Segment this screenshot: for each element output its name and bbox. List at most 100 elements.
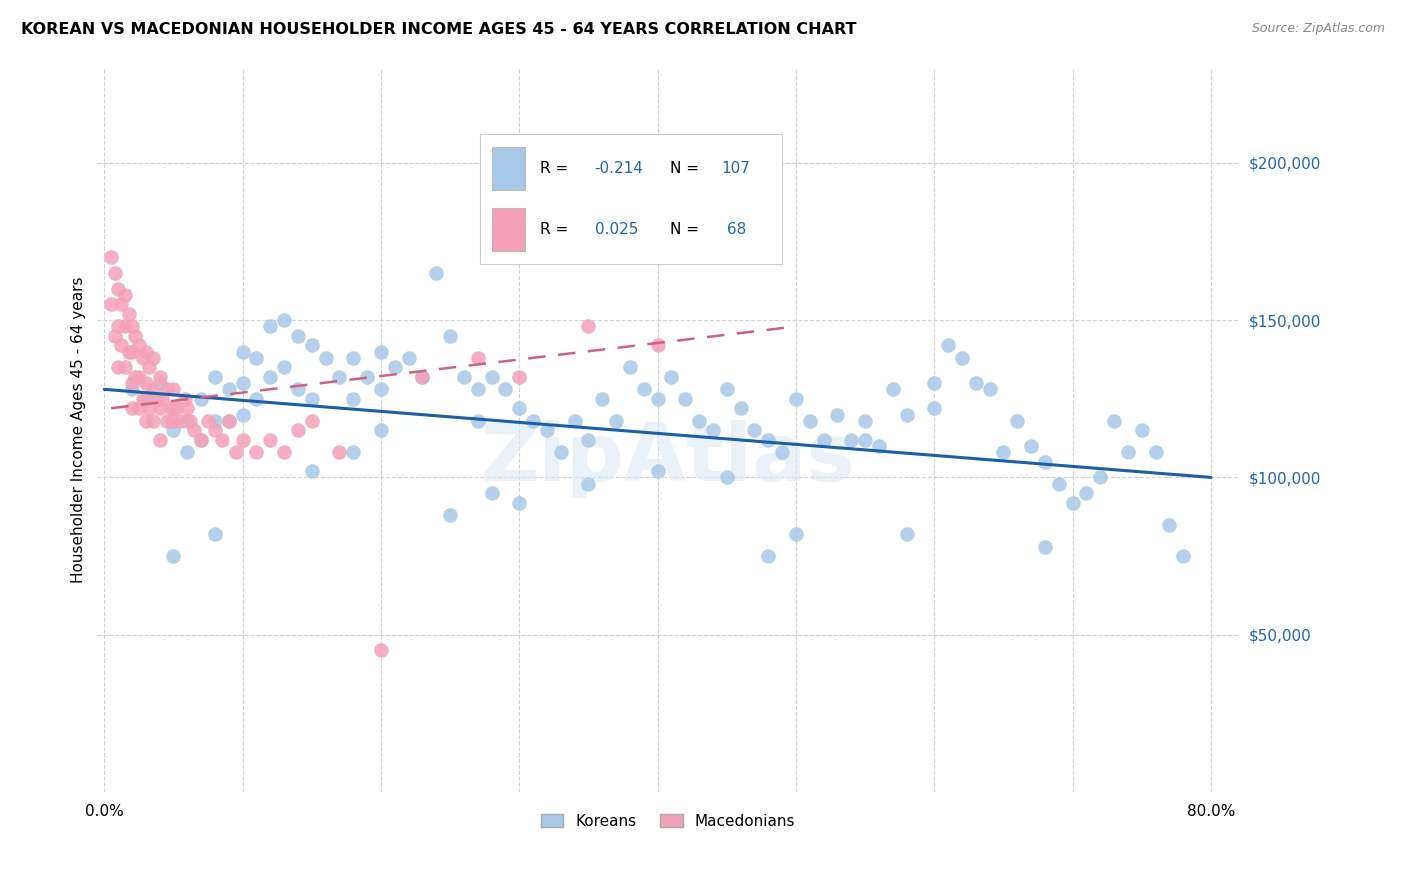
Point [132,351,155,365]
Point [467,414,489,428]
Point [155,382,177,396]
Point [287,329,309,343]
Point [301,464,323,478]
Point [342,351,364,365]
Point [702,423,724,437]
Point [190,433,212,447]
Point [993,445,1015,459]
Point [328,445,350,459]
Point [100,297,122,311]
Point [273,445,295,459]
Point [744,423,766,437]
Point [197,414,219,428]
Point [661,369,683,384]
Point [853,433,876,447]
Point [162,382,184,396]
Point [633,382,655,396]
Point [149,433,172,447]
Point [647,338,669,352]
Point [647,392,669,406]
Text: ZipAtlas: ZipAtlas [481,420,855,498]
Point [118,344,141,359]
Point [1102,414,1125,428]
Point [813,433,835,447]
Point [121,376,143,390]
Point [301,414,323,428]
Point [1090,470,1112,484]
Point [124,369,146,384]
Point [853,414,876,428]
Point [107,319,129,334]
Point [896,527,918,541]
Point [882,382,904,396]
Point [114,288,136,302]
Point [868,439,890,453]
Point [342,392,364,406]
Point [204,369,226,384]
Point [301,392,323,406]
Point [245,445,267,459]
Point [411,369,433,384]
Point [149,376,172,390]
Point [370,423,392,437]
Point [508,495,530,509]
Point [104,266,127,280]
Point [370,382,392,396]
Point [770,445,793,459]
Point [232,433,254,447]
Point [149,369,172,384]
Point [232,408,254,422]
Point [110,338,132,352]
Point [218,414,240,428]
Point [150,392,173,406]
Point [370,344,392,359]
Point [128,338,150,352]
Point [273,313,295,327]
Point [135,376,157,390]
Point [114,319,136,334]
Point [225,445,247,459]
Point [922,401,945,416]
Point [218,382,240,396]
Point [508,369,530,384]
Point [142,351,165,365]
Point [1019,439,1042,453]
Point [1047,476,1070,491]
Point [128,369,150,384]
Point [1144,445,1167,459]
Point [605,414,627,428]
Point [146,392,169,406]
Point [950,351,973,365]
Point [118,307,141,321]
Point [839,433,862,447]
Point [142,382,165,396]
Point [550,445,572,459]
Point [799,414,821,428]
Point [259,433,281,447]
Point [1033,455,1056,469]
Point [211,433,233,447]
Point [315,351,337,365]
Point [965,376,987,390]
Point [785,392,807,406]
Point [578,433,600,447]
Point [1033,540,1056,554]
Point [384,360,406,375]
Point [647,464,669,478]
Point [1116,445,1139,459]
Point [922,376,945,390]
Point [1130,423,1153,437]
Point [138,401,160,416]
Point [121,401,143,416]
Point [536,423,558,437]
Point [173,392,195,406]
Point [107,360,129,375]
Point [481,369,503,384]
Point [149,401,172,416]
Point [179,414,201,428]
Point [110,297,132,311]
Point [232,376,254,390]
Point [183,423,205,437]
Point [176,401,198,416]
Point [425,266,447,280]
